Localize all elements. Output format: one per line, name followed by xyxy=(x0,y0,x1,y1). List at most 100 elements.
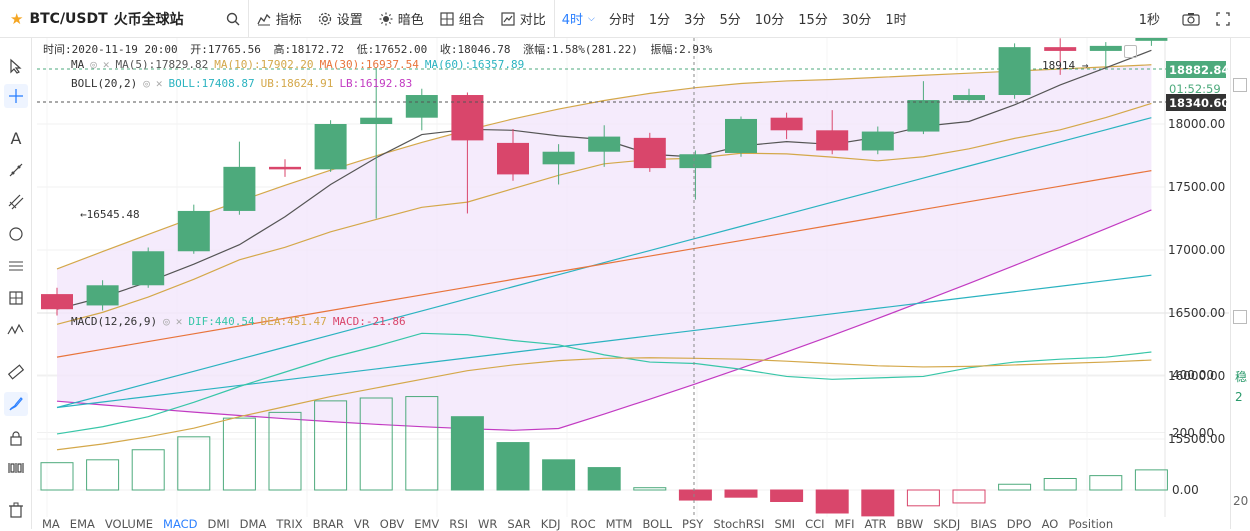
macd-bar xyxy=(542,459,576,491)
price-axis-label: 17000.00 xyxy=(1168,243,1226,257)
brush-tool[interactable] xyxy=(4,392,28,416)
tab-mtm[interactable]: MTM xyxy=(605,517,633,531)
ma30-line xyxy=(56,170,1152,358)
delete-tool[interactable] xyxy=(4,498,28,522)
tab-dma[interactable]: DMA xyxy=(239,517,267,531)
period-7[interactable]: 1时 xyxy=(885,13,907,28)
combine-button[interactable]: 组合 xyxy=(432,0,493,38)
tab-sar[interactable]: SAR xyxy=(507,517,531,531)
fibonacci-icon xyxy=(9,261,23,271)
tab-bias[interactable]: BIAS xyxy=(970,517,997,531)
tab-smi[interactable]: SMI xyxy=(774,517,796,531)
settings-icon[interactable]: ◎ xyxy=(143,77,150,90)
tab-ma[interactable]: MA xyxy=(42,517,60,531)
tab-boll[interactable]: BOLL xyxy=(642,517,673,531)
wave-tool[interactable] xyxy=(4,318,28,342)
panel-icon[interactable] xyxy=(1233,78,1247,92)
star-icon[interactable]: ★ xyxy=(10,9,24,28)
compare-button[interactable]: 对比 xyxy=(493,0,554,38)
period-4[interactable]: 10分 xyxy=(754,13,785,28)
close-icon[interactable]: ✕ xyxy=(175,315,183,328)
tab-obv[interactable]: OBV xyxy=(379,517,405,531)
tab-psy[interactable]: PSY xyxy=(682,517,704,531)
tab-cci[interactable]: CCI xyxy=(805,517,825,531)
tab-position[interactable]: Position xyxy=(1068,517,1114,531)
refresh-rate[interactable]: 1秒 xyxy=(1131,0,1174,38)
tab-kdj[interactable]: KDJ xyxy=(540,517,561,531)
ruler-tool[interactable] xyxy=(4,360,28,384)
tab-trix[interactable]: TRIX xyxy=(276,517,303,531)
eye-icon[interactable]: ◎ xyxy=(90,58,97,71)
tab-dmi[interactable]: DMI xyxy=(207,517,230,531)
tab-volume[interactable]: VOLUME xyxy=(104,517,154,531)
channel-tool[interactable] xyxy=(4,190,28,214)
ellipse-tool[interactable] xyxy=(4,222,28,246)
tab-rsi[interactable]: RSI xyxy=(449,517,468,531)
macd-bar xyxy=(1089,475,1123,491)
chart-area[interactable]: 时间:2020-11-19 20:00 开:17765.56 高:18172.7… xyxy=(37,38,1229,529)
tab-bbw[interactable]: BBW xyxy=(896,517,924,531)
countdown: 01:52:59 xyxy=(1169,81,1221,96)
crosshair-tool[interactable] xyxy=(4,84,28,108)
boll-name: BOLL(20,2) xyxy=(71,77,138,90)
search-button[interactable] xyxy=(218,0,248,38)
text-icon: A xyxy=(10,128,22,148)
side-text: 2 xyxy=(1235,390,1243,404)
tab-dpo[interactable]: DPO xyxy=(1006,517,1032,531)
price-axis-label: 17500.00 xyxy=(1168,180,1226,194)
candle-body xyxy=(816,130,849,151)
tab-vr[interactable]: VR xyxy=(353,517,370,531)
expand-icon[interactable] xyxy=(1124,45,1137,58)
tab-ema[interactable]: EMA xyxy=(69,517,95,531)
tab-macd[interactable]: MACD xyxy=(163,517,198,531)
settings-label: 设置 xyxy=(336,13,363,28)
price-axis-label: 16500.00 xyxy=(1168,306,1226,320)
indicators-label: 指标 xyxy=(275,13,302,28)
tab-wr[interactable]: WR xyxy=(477,517,498,531)
line-tool[interactable] xyxy=(4,158,28,182)
tab-stochrsi[interactable]: StochRSI xyxy=(713,517,765,531)
close-icon[interactable]: ✕ xyxy=(102,58,110,71)
gann-tool[interactable] xyxy=(4,286,28,310)
indicators-button[interactable]: 指标 xyxy=(249,0,310,38)
dif-value: DIF:440.54 xyxy=(188,315,255,328)
settings-button[interactable]: 设置 xyxy=(310,0,371,38)
tab-skdj[interactable]: SKDJ xyxy=(933,517,961,531)
period-1[interactable]: 1分 xyxy=(648,13,671,28)
period-6[interactable]: 30分 xyxy=(841,13,872,28)
magnet-tool[interactable] xyxy=(4,456,28,480)
tab-roc[interactable]: ROC xyxy=(570,517,596,531)
close-icon[interactable]: ✕ xyxy=(155,77,163,90)
boll-value: BOLL:17408.87 xyxy=(168,77,255,90)
text-tool[interactable]: A xyxy=(4,126,28,150)
period-2[interactable]: 3分 xyxy=(684,13,706,28)
ohlc-time: 时间:2020-11-19 20:00 xyxy=(43,43,178,56)
tab-brar[interactable]: BRAR xyxy=(312,517,344,531)
candle-body xyxy=(633,137,666,169)
macd-bar xyxy=(952,489,986,504)
fullscreen-button[interactable] xyxy=(1208,0,1250,38)
symbol-selector[interactable]: ★ BTC/USDT 火币全球站 xyxy=(0,0,192,38)
ohlc-high: 高:18172.72 xyxy=(273,43,345,56)
macd-bar xyxy=(450,416,484,491)
tab-emv[interactable]: EMV xyxy=(414,517,440,531)
ruler-icon xyxy=(8,364,24,380)
period-3[interactable]: 5分 xyxy=(719,13,741,28)
lock-tool[interactable] xyxy=(4,426,28,450)
macd-bar xyxy=(405,396,439,491)
screenshot-button[interactable] xyxy=(1174,0,1208,38)
cursor-tool[interactable] xyxy=(4,54,28,78)
high-price-mark: 18914 → xyxy=(1042,59,1089,72)
fib-tool[interactable] xyxy=(4,254,28,278)
period-5[interactable]: 15分 xyxy=(798,13,828,28)
panel-icon[interactable] xyxy=(1233,310,1247,324)
tab-mfi[interactable]: MFI xyxy=(834,517,855,531)
theme-button[interactable]: 暗色 xyxy=(371,0,432,38)
kline-chart-svg[interactable] xyxy=(37,38,1229,517)
period-4h[interactable]: 4时 ⌵ xyxy=(555,0,602,38)
tab-atr[interactable]: ATR xyxy=(864,517,887,531)
settings-icon[interactable]: ◎ xyxy=(163,315,170,328)
period-0[interactable]: 分时 xyxy=(608,13,635,28)
tab-ao[interactable]: AO xyxy=(1041,517,1059,531)
price-axis-label: 15500.00 xyxy=(1168,432,1226,446)
